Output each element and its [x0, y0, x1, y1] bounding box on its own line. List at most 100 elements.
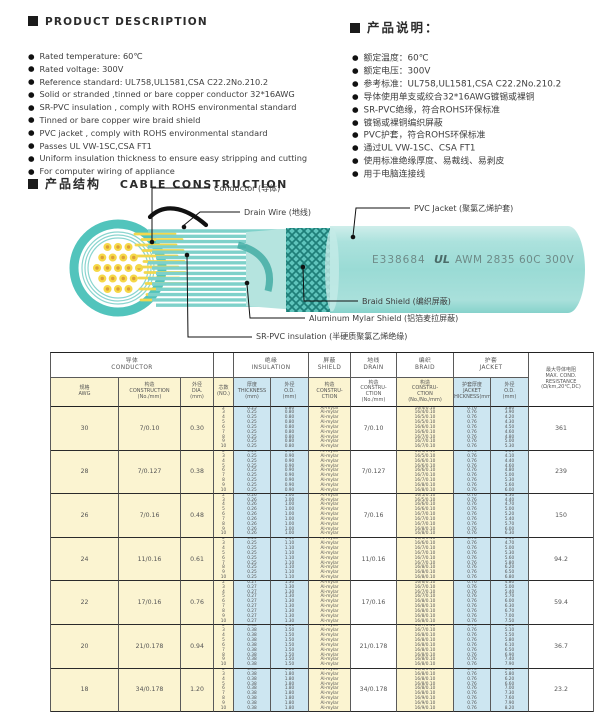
- cell-core-count: 2 3 4 5 6 7 8 9 10: [214, 624, 234, 669]
- table-group-header: 编织 BRAID: [397, 353, 454, 378]
- table-group-header: 绝缘 INSULATION: [234, 353, 309, 378]
- cell-insulation-thickness: 0.26 0.26 0.26 0.26 0.26 0.26 0.26 0.26 0.26: [234, 494, 271, 538]
- cell-drain-construction: 7/0.16: [351, 494, 397, 538]
- cell-conductor-construction: 34/0.178: [119, 668, 181, 713]
- product-description-title: PRODUCT DESCRIPTION: [28, 16, 208, 28]
- cell-insulation-od: 0.90 0.90 0.90 0.90 0.90 0.90 0.90 0.90 0.90: [271, 450, 309, 495]
- bullet-icon: ●: [28, 153, 35, 163]
- table-sub-header: 构造 CONSTRU- CTION: [309, 378, 351, 407]
- table-sub-header: 规格 AWG: [51, 378, 119, 407]
- leader-lines: [151, 187, 410, 338]
- product-description-list-en: ● Rated temperature: 60℃ ● Rated voltage: 3…: [28, 50, 307, 178]
- cell-jacket-thickness: 0.76 0.76 0.76 0.76 0.76 0.76 0.76 0.76 0.76: [454, 624, 491, 669]
- cell-jacket-od: 4.30 4.40 4.70 5.00 5.20 5.40 5.70 6.00 6.30: [491, 494, 529, 538]
- bullet-icon: ●: [28, 51, 35, 61]
- bullet-item: ● Rated temperature: 60℃: [28, 50, 307, 63]
- jacket-print-file-number: E338684: [372, 254, 426, 266]
- jacket-cut-edge: [325, 227, 339, 312]
- bullet-text: PVC护套，符合ROHS环保标准: [363, 130, 486, 141]
- cell-insulation-thickness: 0.38 0.38 0.38 0.38 0.38 0.38 0.38 0.38 0.38: [234, 668, 271, 713]
- bullet-item: ● Reference standard: UL758,UL1581,CSA C2…: [28, 76, 307, 89]
- cell-max-resistance: 150: [529, 494, 593, 538]
- cell-core-count: 2 3 4 5 6 7 8 9 10: [214, 494, 234, 538]
- cell-jacket-od: 5.50 5.80 6.20 6.60 7.00 7.30 7.60 7.90 8.20: [491, 668, 529, 713]
- bullet-icon: ●: [352, 104, 359, 114]
- bullet-item: ● SR-PVC绝缘，符合ROHS环保标准: [352, 104, 561, 117]
- jacket-print-spec: AWM 2835 60C 300V: [455, 254, 575, 266]
- table-group-header: 屏蔽 SHIELD: [309, 353, 351, 378]
- cell-shield-construction: Al-mylar Al-mylar Al-mylar Al-mylar Al-mylar…: [309, 581, 351, 625]
- table-group-header: 护套 JACKET: [454, 353, 529, 378]
- cell-shield-construction: Al-mylar Al-mylar Al-mylar Al-mylar Al-mylar…: [309, 624, 351, 669]
- bullet-icon: ●: [28, 64, 35, 74]
- bullet-item: ● 导体使用单支或绞合32*16AWG镀锡或裸铜: [352, 91, 561, 104]
- cell-conductor-construction: 7/0.10: [119, 407, 181, 451]
- cell-drain-construction: 7/0.127: [351, 450, 397, 495]
- bullet-icon: ●: [352, 65, 359, 75]
- stripped-cable: E338684 UL AWM 2835 60C 300V: [133, 206, 585, 313]
- bullet-text: Solid or stranded ,tinned or bare copper…: [39, 89, 295, 100]
- table-sub-header: 芯数 (NO.): [214, 378, 234, 407]
- cell-drain-construction: 17/0.16: [351, 581, 397, 625]
- cell-shield-construction: Al-mylar Al-mylar Al-mylar Al-mylar Al-mylar…: [309, 537, 351, 582]
- cell-awg: 22: [51, 581, 119, 625]
- cell-insulation-thickness: 0.25 0.25 0.25 0.25 0.25 0.25 0.25 0.25 0.25: [234, 450, 271, 495]
- cell-core-count: 2 3 4 5 6 7 8 9 10: [214, 450, 234, 495]
- bullet-item: ● 额定电压：300V: [352, 65, 561, 78]
- bullet-icon: ●: [28, 89, 35, 99]
- cell-drain-construction: 21/0.178: [351, 624, 397, 669]
- section-square-icon: [28, 16, 38, 26]
- product-description-title-zh: 产品说明：: [350, 17, 440, 36]
- cell-conductor-dia: 0.38: [181, 450, 214, 495]
- bullet-item: ● 使用标准绝缘厚度、易裁线、易剥皮: [352, 155, 561, 168]
- cell-braid-construction: 16/6/0.10 16/7/0.10 16/7/0.10 16/7/0.10 16/8…: [397, 581, 454, 625]
- cell-insulation-od: 0.80 0.80 0.80 0.80 0.80 0.80 0.80 0.80 0.80: [271, 407, 309, 451]
- cell-conductor-dia: 0.61: [181, 537, 214, 582]
- cell-awg: 28: [51, 450, 119, 495]
- table-sub-header: 构造 CONSTRUCTION (No./mm): [119, 378, 181, 407]
- jacket-end-cap: [551, 226, 585, 313]
- product-description-title-text: PRODUCT DESCRIPTION: [45, 16, 208, 28]
- bullet-icon: ●: [352, 143, 359, 153]
- cell-jacket-thickness: 0.76 0.76 0.76 0.76 0.76 0.76 0.76 0.76 0.76: [454, 450, 491, 495]
- construction-title-zh: 产品结构: [45, 177, 102, 191]
- bullet-item: ● 额定温度：60℃: [352, 52, 561, 65]
- bullet-icon: ●: [352, 78, 359, 88]
- label-braid-shield: Braid Shield (编织屏蔽): [362, 297, 451, 306]
- cell-jacket-thickness: 0.76 0.76 0.76 0.76 0.76 0.76 0.76 0.76 0.76: [454, 407, 491, 451]
- cell-max-resistance: 59.4: [529, 581, 593, 625]
- bullet-item: ● PVC护套，符合ROHS环保标准: [352, 129, 561, 142]
- label-sr-pvc-insulation: SR-PVC insulation (半硬质聚氯乙烯绝缘): [256, 332, 408, 341]
- product-description-title-zh-text: 产品说明：: [367, 20, 440, 35]
- jacket-graphic: [330, 226, 568, 313]
- cell-conductor-dia: 0.30: [181, 407, 214, 451]
- bullet-text: Uniform insulation thickness to ensure e…: [39, 153, 308, 164]
- bullet-text: SR-PVC insulation , comply with ROHS env…: [39, 102, 297, 113]
- cell-shield-construction: Al-mylar Al-mylar Al-mylar Al-mylar Al-mylar…: [309, 494, 351, 538]
- cell-conductor-dia: 0.94: [181, 624, 214, 669]
- cell-jacket-od: 4.50 4.70 5.00 5.30 5.60 5.80 6.20 6.50 6.80: [491, 537, 529, 582]
- cell-drain-construction: 7/0.10: [351, 407, 397, 451]
- label-aluminum-mylar-shield: Aluminum Mylar Shield (铝箔麦拉屏蔽): [309, 314, 459, 323]
- cell-braid-construction: 16/5/0.10 16/5/0.10 16/6/0.10 16/6/0.10 16/6…: [397, 450, 454, 495]
- cell-jacket-thickness: 0.76 0.76 0.76 0.76 0.76 0.76 0.76 0.76 0.76: [454, 581, 491, 625]
- cell-conductor-dia: 0.48: [181, 494, 214, 538]
- label-pvc-jacket: PVC Jacket (聚氯乙烯护套): [414, 204, 514, 213]
- ul-mark-icon: UL: [434, 253, 450, 266]
- cell-insulation-od: 1.10 1.10 1.10 1.10 1.10 1.10 1.10 1.10 1.10: [271, 537, 309, 582]
- cell-conductor-construction: 21/0.178: [119, 624, 181, 669]
- cell-awg: 24: [51, 537, 119, 582]
- specification-table: 导体 CONDUCTOR 绝缘 INSULATION 屏蔽 SHIELD 地线 DRAIN 编织…: [50, 352, 594, 713]
- cell-max-resistance: 239: [529, 450, 593, 495]
- table-sub-header: 护套厚度JACKETTHICKNESS(mm): [454, 378, 491, 407]
- section-square-icon: [350, 23, 360, 33]
- table-sub-header: 构造 CONSTRU- CTION (No./No./mm): [397, 378, 454, 407]
- cross-section-conductor-dots: [91, 241, 145, 295]
- cell-core-count: 2 3 4 5 6 7 8 9 10: [214, 581, 234, 625]
- bullet-item: ● 参考标准：UL758,UL1581,CSA C22.2No.210.2: [352, 78, 561, 91]
- cell-conductor-construction: 17/0.16: [119, 581, 181, 625]
- drain-wire-graphic: [147, 206, 209, 228]
- bullet-icon: ●: [28, 102, 35, 112]
- bullet-text: 参考标准：UL758,UL1581,CSA C22.2No.210.2: [363, 79, 562, 90]
